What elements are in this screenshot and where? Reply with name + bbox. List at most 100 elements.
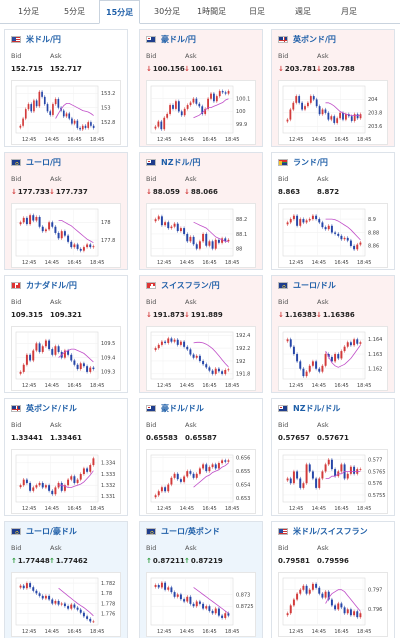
candle-body xyxy=(349,609,352,616)
rate-card[interactable]: カナダドル/円 Bid Ask 109.315 109.321 109.5 109.4 109… xyxy=(4,275,128,393)
moving-average-line xyxy=(58,220,94,244)
candle-body xyxy=(157,216,160,220)
price-chart[interactable]: 0.577 0.5765 0.576 0.5755 12:45 14:45 16:45 18:… xyxy=(278,449,388,514)
bid-value: 109.315 xyxy=(11,311,43,319)
candle-body xyxy=(315,478,318,488)
moving-average-line xyxy=(193,341,229,368)
rate-card[interactable]: ユーロ/豪ドル Bid Ask ↑1.77448 ↑1.77462 1.782 1.78 1.… xyxy=(4,521,128,638)
price-chart[interactable]: 100.1 100 99.9 12:45 14:45 16:45 18:45 xyxy=(146,80,256,145)
tab-3[interactable]: 30分足 xyxy=(154,7,181,16)
price-chart[interactable]: 0.656 0.655 0.654 0.653 12:45 14:45 16:45 18:45 xyxy=(146,449,256,514)
rate-card[interactable]: 豪ドル/円 Bid Ask ↓100.156 ↓100.161 100.1 100 99.9 1… xyxy=(139,29,263,147)
pair-name-link[interactable]: カナダドル/円 xyxy=(26,281,77,290)
candle-body xyxy=(32,215,35,221)
pair-name-link[interactable]: 英ポンド/円 xyxy=(293,35,336,44)
rate-card[interactable]: 英ポンド/ドル Bid Ask 1.33441 1.33461 1.334 1.333 1.3… xyxy=(4,398,128,516)
candle-body xyxy=(19,585,22,588)
price-chart[interactable]: 1.334 1.333 1.332 1.331 12:45 14:45 16:45 18:45 xyxy=(11,449,121,514)
candle-body xyxy=(154,495,157,498)
ask-price: 0.79596 xyxy=(317,557,349,565)
tab-4[interactable]: 1時間足 xyxy=(197,7,227,16)
price-chart[interactable]: 88.2 88.1 88 12:45 14:45 16:45 18:45 xyxy=(146,203,256,268)
flag-icon xyxy=(146,528,156,535)
candle-body xyxy=(299,589,302,594)
y-tick-label: 191.8 xyxy=(236,372,250,378)
bid-value: 1.77448 xyxy=(17,557,50,565)
candle-body xyxy=(334,354,337,362)
pair-name-link[interactable]: ユーロ/英ポンド xyxy=(161,527,220,536)
pair-name-link[interactable]: 米ドル/円 xyxy=(26,35,61,44)
ask-price: ↓191.889 xyxy=(184,311,223,319)
pair-name-link[interactable]: スイスフラン/円 xyxy=(161,281,220,290)
rate-card[interactable]: ユーロ/ドル Bid Ask ↓1.16383 ↓1.16386 1.164 1.163 1.… xyxy=(271,275,395,393)
pair-name-link[interactable]: 英ポンド/ドル xyxy=(26,404,77,413)
rate-card[interactable]: スイスフラン/円 Bid Ask ↓191.873 ↓191.889 192.4 192.2… xyxy=(139,275,263,393)
x-tick-label: 12:45 xyxy=(22,506,36,512)
candle-body xyxy=(210,93,212,99)
pair-name-link[interactable]: NZドル/円 xyxy=(161,158,201,167)
pair-name-link[interactable]: 豪ドル/ドル xyxy=(161,404,204,413)
price-chart[interactable]: 109.5 109.4 109.3 12:45 14:45 16:45 18:45 xyxy=(11,326,121,391)
candle-body xyxy=(334,232,337,234)
plot-frame xyxy=(15,85,99,134)
tab-2[interactable]: 15分足 xyxy=(99,0,141,24)
tab-7[interactable]: 月足 xyxy=(341,7,357,16)
candle-body xyxy=(154,126,157,129)
price-chart[interactable]: 0.873 0.8725 12:45 14:45 16:45 18:45 xyxy=(146,572,256,637)
y-tick-label: 0.577 xyxy=(368,458,382,464)
pair-name-link[interactable]: 豪ドル/円 xyxy=(161,35,196,44)
candle-body xyxy=(324,109,327,113)
candle-body xyxy=(343,607,346,614)
rate-card[interactable]: ランド/円 Bid Ask 8.863 8.872 8.9 8.88 8.86 12:45 14:… xyxy=(271,152,395,270)
candle-body xyxy=(176,473,179,480)
candle-body xyxy=(217,608,220,616)
tab-0[interactable]: 1分足 xyxy=(18,7,40,16)
candle-body xyxy=(292,346,295,355)
candle-body xyxy=(160,121,163,130)
price-chart[interactable]: 8.9 8.88 8.86 12:45 14:45 16:45 18:45 xyxy=(278,203,388,268)
price-chart[interactable]: 0.797 0.796 12:45 14:45 16:45 18:45 xyxy=(278,572,388,637)
rate-card[interactable]: ユーロ/英ポンド Bid Ask ↑0.87211 ↑0.87219 0.873 0.872… xyxy=(139,521,263,638)
candle-body xyxy=(186,105,189,109)
tab-1[interactable]: 5分足 xyxy=(64,7,86,16)
pair-name-link[interactable]: ユーロ/ドル xyxy=(293,281,336,290)
rate-card[interactable]: 米ドル/円 Bid Ask 152.715 152.717 153.2 153 152.8 12… xyxy=(4,29,128,147)
price-chart[interactable]: 178 177.8 12:45 14:45 16:45 18:45 xyxy=(11,203,121,268)
pair-name-link[interactable]: ランド/円 xyxy=(293,158,328,167)
rate-card[interactable]: ユーロ/円 Bid Ask ↓177.733 ↓177.737 178 177.8 12:45… xyxy=(4,152,128,270)
candle-body xyxy=(211,610,214,614)
rate-card[interactable]: 米ドル/スイスフラン Bid Ask 0.79581 0.79596 0.797 0.796… xyxy=(271,521,395,638)
candle-body xyxy=(25,354,28,365)
price-chart[interactable]: 1.164 1.163 1.162 12:45 14:45 16:45 18:45 xyxy=(278,326,388,391)
bid-price: 8.863 xyxy=(278,188,300,196)
moving-average-line xyxy=(55,102,94,119)
candle-body xyxy=(41,595,44,599)
flag-icon xyxy=(278,159,288,166)
y-tick-label: 0.8725 xyxy=(236,604,254,610)
candle-body xyxy=(86,244,89,248)
rate-card[interactable]: 豪ドル/ドル Bid Ask 0.65583 0.65587 0.656 0.655 0.65… xyxy=(139,398,263,516)
pair-name-link[interactable]: ユーロ/円 xyxy=(26,158,61,167)
price-chart[interactable]: 192.4 192.2 192 191.8 12:45 14:45 16:45 18:45 xyxy=(146,326,256,391)
rate-card[interactable]: 英ポンド/円 Bid Ask ↓203.781 ↓203.788 204 203.8 203.… xyxy=(271,29,395,147)
candle-body xyxy=(359,114,362,119)
pair-name-link[interactable]: ユーロ/豪ドル xyxy=(26,527,77,536)
rate-card[interactable]: NZドル/ドル Bid Ask 0.57657 0.57671 0.577 0.5765 0.… xyxy=(271,398,395,516)
candle-body xyxy=(289,219,292,223)
candle-body xyxy=(292,599,295,606)
trend-arrow-icon: ↑ xyxy=(11,557,17,565)
ask-value: 100.161 xyxy=(190,65,223,73)
tab-6[interactable]: 週足 xyxy=(295,7,311,16)
price-chart[interactable]: 1.782 1.78 1.778 1.776 12:45 14:45 16:45 18:45 xyxy=(11,572,121,637)
price-chart[interactable]: 153.2 153 152.8 12:45 14:45 16:45 18:45 xyxy=(11,80,121,145)
candle-body xyxy=(311,361,314,366)
flag-icon xyxy=(11,528,21,535)
price-chart[interactable]: 204 203.8 203.6 12:45 14:45 16:45 18:45 xyxy=(278,80,388,145)
flag-icon xyxy=(11,405,21,412)
candle-body xyxy=(22,217,25,223)
pair-name-link[interactable]: 米ドル/スイスフラン xyxy=(293,527,368,536)
pair-name-link[interactable]: NZドル/ドル xyxy=(293,404,341,413)
bid-price: 0.79581 xyxy=(278,557,310,565)
rate-card[interactable]: NZドル/円 Bid Ask ↓88.059 ↓88.066 88.2 88.1 88 12:4… xyxy=(139,152,263,270)
tab-5[interactable]: 日足 xyxy=(249,7,265,16)
